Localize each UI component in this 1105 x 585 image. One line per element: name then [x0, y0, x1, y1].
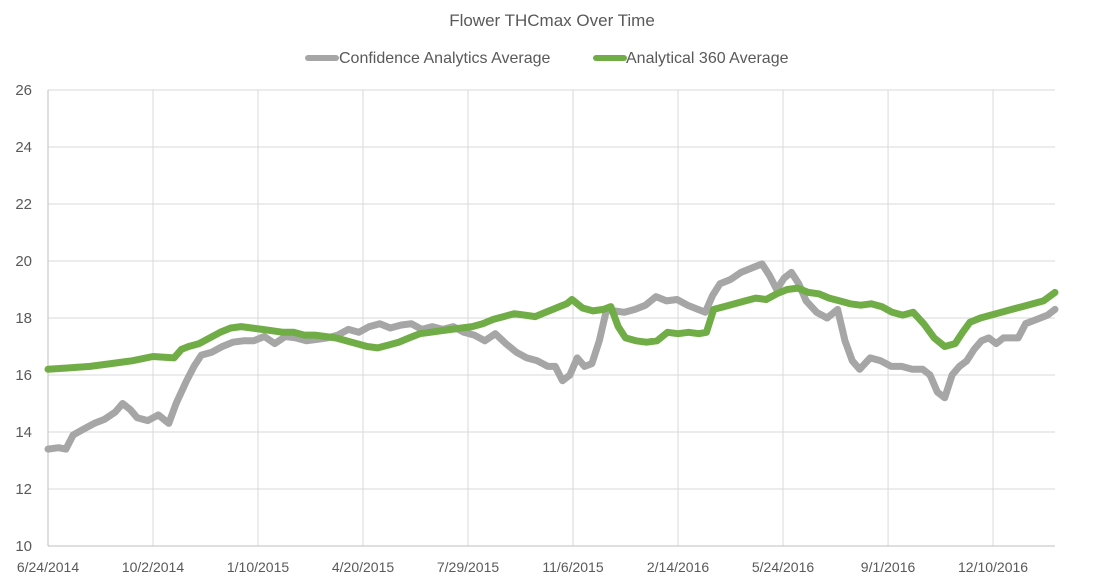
x-tick-label: 7/29/2015 [437, 559, 499, 575]
gridlines [48, 89, 1055, 546]
x-tick-label: 2/14/2016 [647, 559, 709, 575]
x-tick-label: 6/24/2014 [17, 559, 79, 575]
y-tick-label: 20 [15, 253, 32, 270]
x-tick-label: 1/10/2015 [227, 559, 289, 575]
y-tick-label: 12 [15, 481, 32, 498]
x-tick-label: 11/6/2015 [542, 559, 603, 575]
y-tick-label: 16 [15, 367, 32, 384]
y-tick-label: 24 [15, 139, 32, 156]
x-tick-label: 9/1/2016 [861, 559, 916, 575]
legend: Confidence Analytics Average Analytical … [305, 50, 789, 67]
y-tick-label: 14 [15, 424, 32, 441]
y-tick-label: 26 [15, 82, 32, 99]
x-tick-label: 5/24/2016 [752, 559, 814, 575]
y-tick-label: 22 [15, 196, 32, 213]
axes: 10 12 14 16 18 20 22 24 26 6/24/2014 10/2/2014 1/10… [15, 82, 1055, 575]
y-tick-label: 10 [15, 538, 32, 555]
chart-title: Flower THCmax Over Time [449, 11, 655, 30]
plot-series [44, 260, 1059, 453]
x-tick-label: 12/10/2016 [958, 559, 1028, 575]
x-tick-label: 4/20/2015 [332, 559, 394, 575]
y-tick-label: 18 [15, 310, 32, 327]
series-line-analytical-360 [44, 284, 1059, 373]
x-tick-label: 10/2/2014 [122, 559, 184, 575]
series-line-confidence-analytics [44, 260, 1059, 453]
legend-label-analytical-360: Analytical 360 Average [626, 50, 789, 67]
legend-label-confidence: Confidence Analytics Average [339, 50, 551, 67]
